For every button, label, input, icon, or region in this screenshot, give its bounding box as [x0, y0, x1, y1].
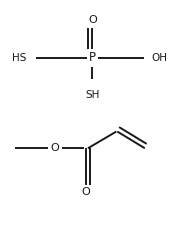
Text: OH: OH — [151, 53, 167, 63]
Text: O: O — [88, 15, 97, 25]
Text: P: P — [89, 51, 96, 64]
Text: O: O — [51, 143, 59, 153]
Text: SH: SH — [85, 90, 100, 100]
Text: O: O — [82, 187, 90, 197]
Text: HS: HS — [12, 53, 26, 63]
